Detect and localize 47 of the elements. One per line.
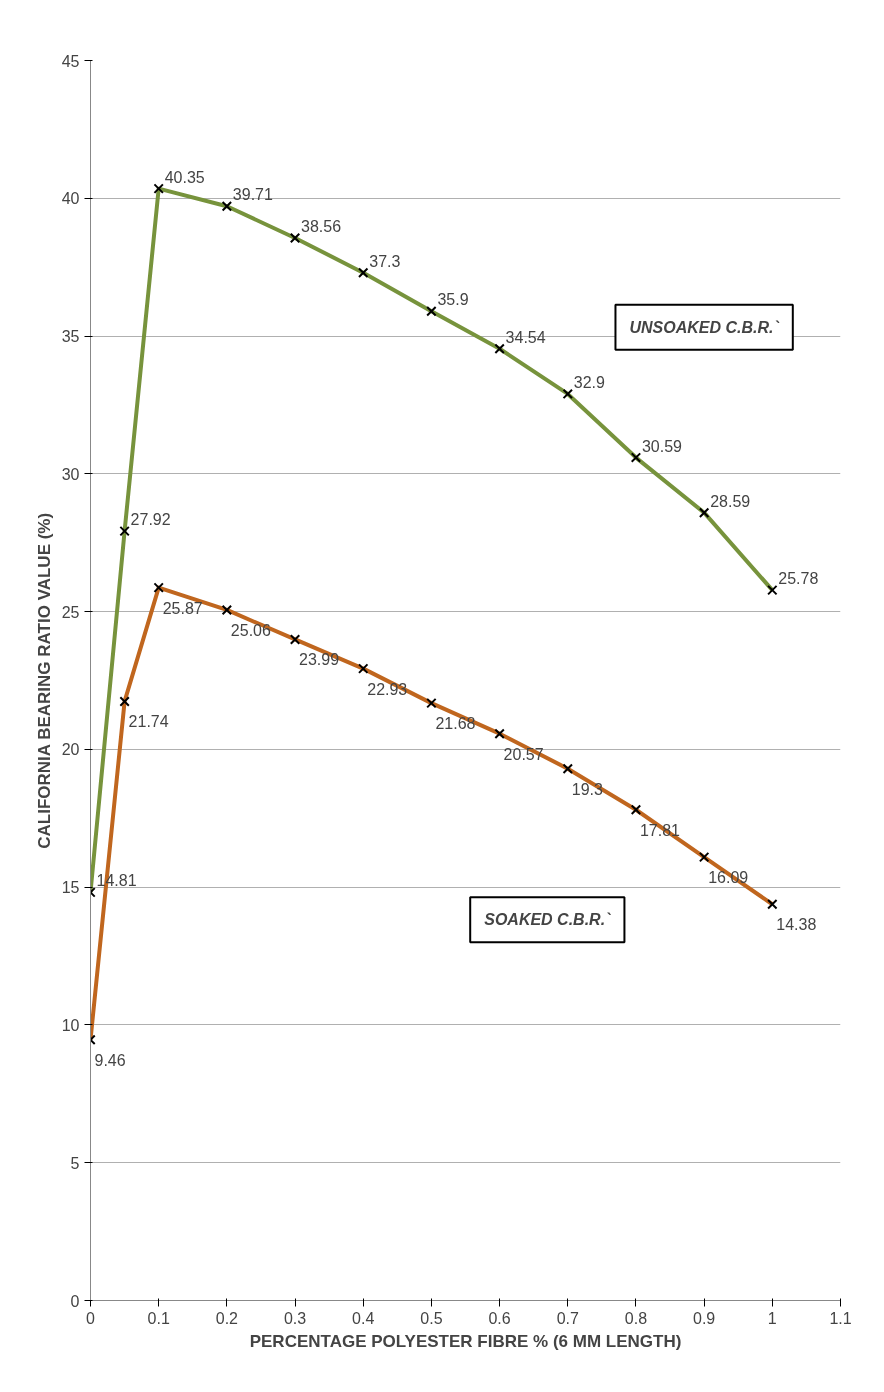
data-label: 30.59 (641, 437, 683, 455)
data-label: 21.74 (128, 713, 169, 731)
data-label: 39.71 (232, 186, 273, 204)
data-label: 32.9 (573, 373, 606, 391)
data-label: 23.99 (299, 651, 340, 669)
x-tick-label: 0.4 (352, 1309, 375, 1327)
y-tick-label: 25 (61, 603, 80, 621)
y-tick-label: 40 (61, 190, 80, 208)
y-tick-label: 45 (61, 52, 80, 70)
x-tick-label: 0.8 (624, 1309, 648, 1327)
x-axis-title: PERCENTAGE POLYESTER FIBRE % (6 MM LENGTH) (249, 1331, 682, 1351)
x-tick-label: 1.1 (829, 1309, 852, 1327)
text: UNSOAKED C.B.R.` (629, 318, 780, 336)
x-tick-label: 0.6 (488, 1309, 511, 1327)
x-tick-label: 0 (86, 1309, 96, 1327)
data-label: 40.35 (164, 168, 205, 186)
data-label: 9.46 (94, 1051, 126, 1069)
x-tick-label: 0.3 (283, 1309, 307, 1327)
data-label: 25.87 (162, 599, 203, 617)
x-tick-label: 0.2 (215, 1309, 239, 1327)
y-tick-label: 30 (61, 465, 80, 483)
data-label: 14.38 (776, 916, 817, 934)
y-tick-label: 15 (61, 879, 80, 897)
data-label: 21.68 (435, 715, 476, 733)
y-tick-label: 5 (70, 1154, 80, 1172)
x-tick-label: 1 (767, 1309, 777, 1327)
data-label: 27.92 (130, 511, 171, 529)
data-label: 22.93 (367, 680, 408, 698)
y-tick-label: 0 (70, 1292, 80, 1310)
text: SOAKED C.B.R.` (484, 911, 612, 929)
y-tick-label: 20 (61, 741, 80, 759)
x-tick-label: 0.7 (556, 1309, 579, 1327)
y-tick-label: 35 (61, 328, 80, 346)
data-label: 37.3 (369, 252, 401, 270)
data-label: 38.56 (301, 217, 342, 235)
data-label: 34.54 (505, 328, 546, 346)
data-label: 25.78 (778, 570, 819, 588)
x-tick-label: 0.1 (147, 1309, 170, 1327)
data-label: 19.3 (571, 780, 604, 798)
data-label: 25.06 (230, 621, 271, 639)
x-tick-label: 0.9 (693, 1309, 716, 1327)
data-label: 35.9 (437, 291, 469, 309)
x-tick-label: 0.5 (420, 1309, 443, 1327)
y-axis-title: CALIFORNIA BEARING RATIO VALUE (%) (34, 512, 54, 849)
y-tick-label: 10 (61, 1016, 80, 1034)
data-label: 20.57 (503, 745, 544, 763)
data-label: 28.59 (710, 492, 751, 510)
